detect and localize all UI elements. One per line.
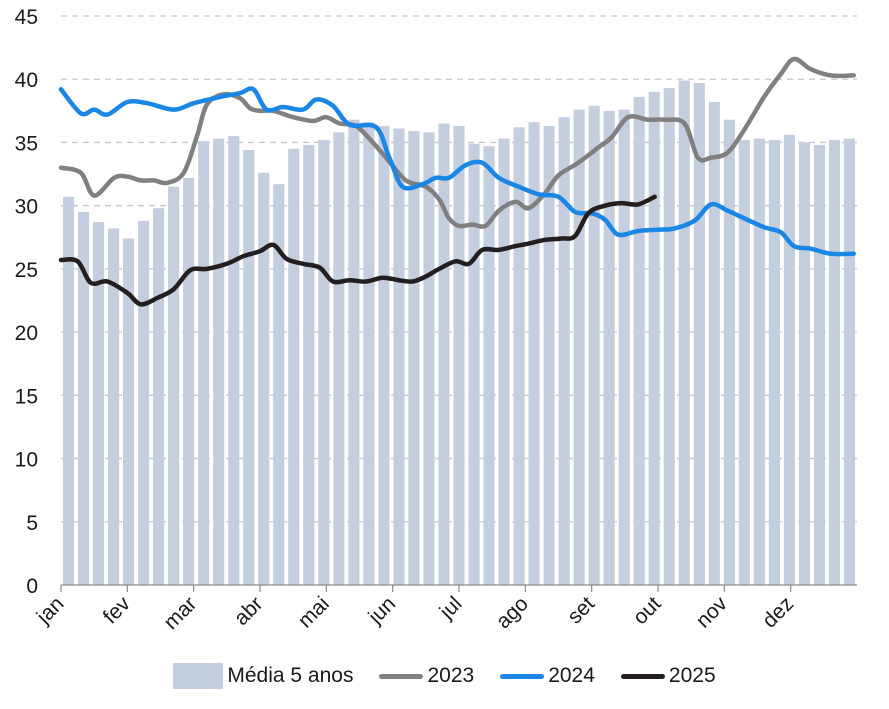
bar-media-5-anos — [828, 139, 841, 585]
bar-media-5-anos — [108, 228, 120, 585]
y-tick-label: 20 — [15, 322, 38, 345]
x-tick-label: out — [629, 592, 666, 629]
bar-media-5-anos — [243, 150, 255, 585]
bar-media-5-anos — [678, 80, 690, 585]
x-tick-label: ago — [492, 592, 533, 633]
bar-media-5-anos — [738, 139, 750, 585]
bar-media-5-anos — [798, 142, 810, 585]
bar-media-5-anos — [753, 138, 765, 585]
bar-media-5-anos — [228, 136, 240, 585]
legend-item-2024: 2024 — [500, 664, 595, 688]
bar-media-5-anos — [468, 143, 480, 585]
bar-media-5-anos — [588, 105, 600, 585]
bar-media-5-anos — [483, 146, 495, 585]
y-axis-labels: 0 5 10 15 20 25 30 35 40 45 — [15, 6, 38, 598]
bar-media-5-anos — [693, 83, 705, 585]
x-tick-label: set — [563, 592, 599, 628]
bar-media-5-anos — [288, 148, 300, 585]
bar-media-5-anos — [153, 208, 165, 585]
bar-media-5-anos — [528, 122, 540, 586]
bar-media-5-anos — [783, 134, 795, 585]
line-series-2024 — [58, 86, 856, 257]
bar-media-5-anos — [168, 186, 180, 585]
x-tick-label: fev — [99, 592, 135, 628]
legend-swatch-media-5-anos — [173, 663, 224, 689]
bar-media-5-anos — [573, 109, 585, 586]
y-tick-label: 30 — [15, 196, 38, 219]
bar-media-5-anos — [453, 126, 465, 586]
legend-label-media-5-anos: Média 5 anos — [227, 664, 354, 687]
legend-item-2025: 2025 — [620, 664, 716, 688]
legend: Média 5 anos 2023 2024 2025 — [0, 656, 889, 696]
bar-media-5-anos — [768, 139, 780, 585]
bar-media-5-anos — [618, 109, 630, 586]
y-tick-label: 5 — [26, 512, 38, 535]
bar-media-5-anos — [423, 132, 435, 585]
bar-media-5-anos — [363, 122, 375, 586]
legend-item-media-5-anos: Média 5 anos — [173, 663, 353, 689]
bar-media-5-anos — [62, 196, 75, 585]
bar-media-5-anos — [273, 184, 285, 585]
bar-media-5-anos — [213, 138, 225, 585]
bar-media-5-anos — [393, 128, 405, 585]
bar-media-5-anos — [123, 238, 135, 585]
x-tick-label: nov — [692, 592, 733, 633]
bar-series-media-5-anos — [62, 80, 856, 586]
bar-media-5-anos — [138, 220, 150, 585]
bar-media-5-anos — [303, 144, 315, 585]
bar-media-5-anos — [258, 172, 270, 585]
y-tick-label: 40 — [15, 69, 38, 92]
bar-media-5-anos — [723, 119, 735, 585]
bar-media-5-anos — [633, 96, 645, 586]
bar-media-5-anos — [318, 139, 330, 585]
bar-media-5-anos — [498, 138, 510, 585]
x-axis — [60, 584, 857, 592]
x-tick-label: jul — [435, 592, 467, 624]
bar-media-5-anos — [408, 131, 420, 585]
bar-media-5-anos — [438, 123, 450, 585]
bar-media-5-anos — [663, 88, 675, 585]
bar-media-5-anos — [333, 132, 345, 585]
y-tick-label: 10 — [15, 449, 38, 472]
bar-media-5-anos — [513, 127, 525, 585]
bar-media-5-anos — [378, 126, 390, 586]
y-tick-label: 25 — [15, 259, 38, 282]
bar-media-5-anos — [348, 119, 360, 585]
legend-swatch-2025 — [620, 673, 665, 679]
line-series — [58, 56, 856, 307]
bar-media-5-anos — [183, 177, 195, 586]
y-tick-label: 35 — [15, 132, 38, 155]
x-tick-label: abr — [230, 592, 268, 630]
bar-media-5-anos — [543, 126, 555, 586]
bar-media-5-anos — [603, 110, 615, 585]
x-tick-label: dez — [758, 592, 798, 632]
legend-label-2023: 2023 — [427, 664, 475, 687]
y-tick-label: 45 — [15, 6, 38, 29]
x-tick-label: mar — [159, 592, 201, 634]
bar-media-5-anos — [708, 101, 720, 585]
bar-media-5-anos — [813, 144, 826, 585]
legend-swatch-2023 — [379, 673, 424, 679]
legend-label-2024: 2024 — [548, 664, 595, 687]
line-series-2025 — [58, 194, 657, 307]
legend-label-2025: 2025 — [668, 664, 716, 687]
line-series-2023 — [58, 56, 856, 229]
bar-media-5-anos — [77, 211, 90, 585]
bar-media-5-anos — [648, 91, 660, 585]
bar-media-5-anos — [92, 222, 105, 586]
legend-swatch-2024 — [500, 673, 545, 679]
x-tick-label: mai — [294, 592, 334, 632]
legend-item-2023: 2023 — [379, 664, 474, 688]
y-tick-label: 15 — [15, 385, 38, 408]
y-tick-label: 0 — [26, 575, 38, 598]
bar-media-5-anos — [843, 138, 856, 585]
x-axis-labels: jan fev mar abr mai jun jul ago set out nov dez — [32, 592, 798, 634]
x-tick-label: jun — [363, 592, 400, 629]
bar-media-5-anos — [558, 117, 570, 586]
bar-media-5-anos — [198, 141, 210, 585]
